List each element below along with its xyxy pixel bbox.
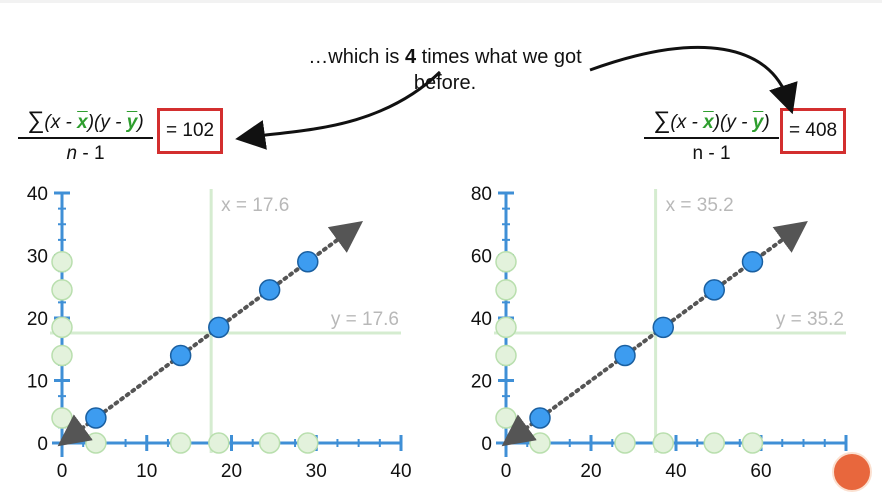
y-projection-point	[495, 316, 517, 339]
y-tick-label: 40	[471, 309, 492, 330]
fraction-line	[644, 137, 779, 139]
y-projection-point	[495, 407, 517, 429]
data-point	[258, 279, 281, 301]
fraction-line	[18, 137, 153, 139]
xbar-label: x = 35.2	[666, 195, 734, 216]
x-projection-point	[741, 432, 764, 454]
x-projection-point	[652, 432, 674, 454]
y-tick-label: 20	[471, 372, 492, 393]
x-tick-label: 40	[390, 461, 411, 482]
xbar-label: x = 17.6	[221, 195, 289, 216]
x-tick-label: 60	[750, 461, 771, 482]
result-box-left: = 102	[157, 108, 224, 154]
x-tick-label: 10	[136, 461, 157, 482]
data-point	[741, 251, 764, 273]
denominator: n - 1	[692, 143, 731, 164]
x-projection-point	[208, 432, 230, 454]
y-projection-point	[51, 316, 73, 339]
x-tick-label: 20	[221, 461, 242, 482]
y-projection-point	[495, 279, 517, 301]
x-tick-label: 40	[665, 461, 686, 482]
data-point	[169, 344, 192, 367]
ybar-label: y = 35.2	[776, 309, 844, 330]
data-point	[652, 316, 674, 339]
x-tick-label: 0	[57, 461, 68, 482]
y-tick-label: 0	[481, 434, 492, 455]
arrow-to-right-result	[589, 45, 798, 115]
x-projection-point	[614, 432, 636, 454]
data-point	[614, 344, 636, 367]
y-tick-label: 60	[471, 247, 492, 268]
x-tick-label: 30	[306, 461, 327, 482]
y-tick-label: 10	[27, 372, 48, 393]
x-projection-point	[703, 432, 725, 454]
x-projection-point	[297, 432, 319, 454]
data-point	[85, 407, 107, 429]
y-tick-label: 20	[27, 309, 48, 330]
y-tick-label: 80	[471, 184, 492, 205]
y-projection-point	[495, 251, 517, 273]
data-point	[703, 279, 725, 301]
ybar-label: y = 17.6	[331, 309, 399, 330]
denominator: n - 1	[66, 143, 105, 164]
data-point	[208, 316, 230, 339]
y-projection-point	[51, 407, 73, 429]
result-box-right: = 408	[780, 108, 847, 154]
data-point	[529, 407, 551, 429]
x-projection-point	[169, 432, 192, 454]
y-tick-label: 0	[37, 434, 48, 455]
note-suffix: times what we got before.	[413, 46, 582, 94]
y-tick-label: 30	[27, 247, 48, 268]
x-projection-point	[529, 432, 551, 454]
note-prefix: …which is	[308, 46, 405, 68]
fraction: ∑(x - x)(y - y) n - 1	[18, 108, 153, 167]
scatter-chart-left: 00 10 10 20 20 30 30 40 40 x = 17.6 y = 17.6	[27, 184, 412, 482]
fraction: ∑(x - x)(y - y) n - 1	[644, 108, 779, 167]
y-projection-point	[495, 344, 517, 367]
numerator: ∑(x - x)(y - y)	[653, 107, 770, 134]
x-projection-point	[85, 432, 107, 454]
x-tick-label: 0	[501, 461, 512, 482]
comparison-note: …which is 4 times what we got before.	[285, 44, 605, 96]
y-tick-label: 40	[27, 184, 48, 205]
y-projection-point	[51, 251, 73, 273]
x-projection-point	[258, 432, 281, 454]
data-point	[297, 251, 319, 273]
scatter-chart-right: 002020404060608080x = 35.2y = 35.2	[471, 184, 857, 482]
y-projection-point	[51, 344, 73, 367]
statquest-logo-icon	[832, 452, 872, 492]
x-tick-label: 20	[580, 461, 601, 482]
numerator: ∑(x - x)(y - y)	[27, 107, 144, 134]
note-bold-factor: 4	[404, 46, 417, 68]
top-bar	[0, 0, 882, 3]
y-projection-point	[51, 279, 73, 301]
